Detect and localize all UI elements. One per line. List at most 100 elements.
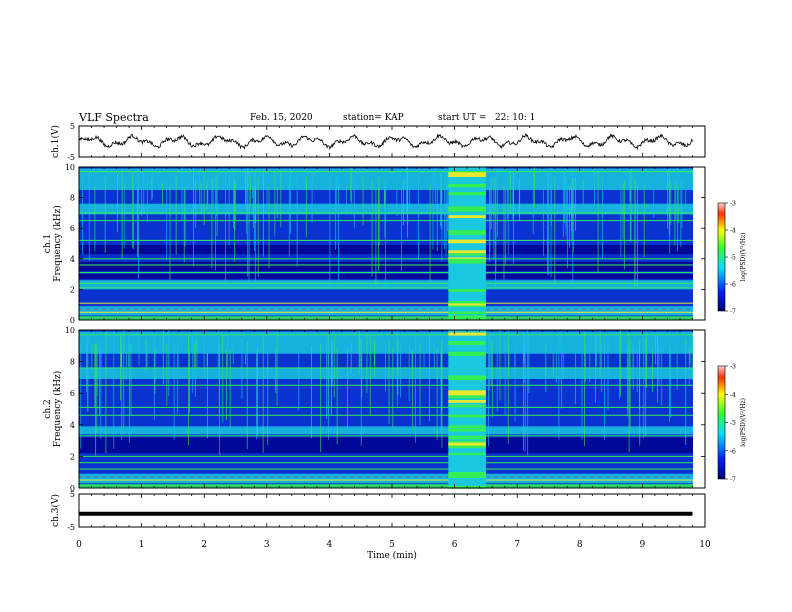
frequency-band bbox=[79, 274, 693, 279]
colorbar bbox=[717, 202, 726, 312]
burst-band bbox=[448, 351, 486, 356]
colorbar-label: log(PSD)(V²/Hz) bbox=[740, 398, 747, 447]
burst-band bbox=[448, 215, 486, 219]
colorbar-tick-label: -4 bbox=[730, 392, 736, 399]
colorbar-tick-label: -6 bbox=[730, 448, 736, 455]
start-time-label: start UT = 22: 10: 1 bbox=[438, 113, 536, 123]
burst-band bbox=[448, 428, 486, 432]
y-tick-label: 4 bbox=[70, 255, 75, 264]
ch1-waveform-frame bbox=[78, 125, 706, 158]
x-tick-label: 5 bbox=[389, 540, 395, 550]
colorbar bbox=[717, 365, 726, 480]
burst-band bbox=[448, 442, 486, 446]
frequency-band bbox=[79, 426, 693, 435]
burst-band bbox=[448, 206, 486, 210]
frequency-band bbox=[79, 331, 693, 354]
burst-band bbox=[448, 192, 486, 196]
y-tick-label: -5 bbox=[67, 153, 75, 162]
burst-band bbox=[448, 341, 486, 346]
burst-band bbox=[448, 315, 486, 320]
frequency-band bbox=[79, 203, 693, 215]
burst-band bbox=[448, 452, 486, 456]
ch3-waveform-frame bbox=[78, 493, 706, 528]
frequency-band bbox=[79, 261, 693, 272]
colorbar-label: log(PSD)(V²/Hz) bbox=[740, 233, 747, 282]
burst-band bbox=[448, 390, 486, 396]
burst-band bbox=[448, 289, 486, 292]
x-tick-label: 7 bbox=[514, 540, 520, 550]
waveform-line bbox=[78, 133, 693, 151]
figure-title: VLF Spectra bbox=[79, 111, 149, 124]
colorbar-tick-label: -6 bbox=[730, 282, 736, 289]
burst-band bbox=[448, 332, 486, 336]
y-tick-label: 8 bbox=[70, 194, 75, 203]
y-tick-label: 8 bbox=[70, 358, 75, 367]
y-axis-label: ch.2 bbox=[43, 399, 53, 418]
burst-band bbox=[448, 471, 486, 477]
x-tick-label: 2 bbox=[201, 540, 207, 550]
x-tick-label: 4 bbox=[327, 540, 333, 550]
x-tick-label: 6 bbox=[452, 540, 458, 550]
burst-band bbox=[448, 375, 486, 380]
frequency-band bbox=[79, 402, 693, 417]
y-axis-label: Frequency (kHz) bbox=[52, 371, 63, 448]
colorbar-tick-label: -7 bbox=[730, 309, 736, 316]
burst-band bbox=[448, 311, 486, 315]
burst-band bbox=[448, 172, 486, 177]
no-data-strip bbox=[693, 167, 705, 320]
y-tick-label: 2 bbox=[70, 285, 75, 294]
colorbar-tick-label: -5 bbox=[730, 420, 736, 427]
no-data-strip bbox=[693, 330, 705, 488]
x-tick-label: 8 bbox=[577, 540, 583, 550]
y-tick-label: 10 bbox=[65, 163, 75, 172]
y-tick-label: 0 bbox=[70, 316, 75, 325]
x-tick-label: 10 bbox=[699, 540, 711, 550]
frequency-band bbox=[79, 168, 693, 190]
colorbar-tick-label: -4 bbox=[730, 228, 736, 235]
y-axis-label: Frequency (kHz) bbox=[52, 205, 63, 282]
frequency-band bbox=[79, 484, 693, 488]
y-axis-label: ch.3(V) bbox=[50, 494, 61, 527]
frequency-band bbox=[79, 290, 693, 305]
broadband-burst bbox=[448, 167, 486, 320]
x-tick-label: 0 bbox=[76, 540, 82, 550]
x-tick-label: 1 bbox=[139, 540, 145, 550]
burst-band bbox=[448, 400, 486, 403]
y-tick-label: 2 bbox=[70, 452, 75, 461]
burst-band bbox=[448, 303, 486, 306]
spectrogram-ch2 bbox=[79, 330, 705, 489]
broadband-burst bbox=[448, 330, 486, 488]
burst-band bbox=[448, 239, 486, 244]
burst-band bbox=[448, 414, 486, 418]
frequency-band bbox=[79, 456, 693, 473]
y-axis-label: ch.1(V) bbox=[50, 125, 61, 158]
frequency-band bbox=[79, 229, 693, 238]
colorbar-tick-label: -3 bbox=[730, 201, 736, 208]
burst-band bbox=[448, 443, 486, 449]
frequency-band bbox=[79, 316, 693, 320]
y-tick-label: 6 bbox=[70, 224, 75, 233]
burst-band bbox=[448, 230, 486, 235]
burst-band bbox=[448, 183, 486, 188]
y-tick-label: -5 bbox=[67, 523, 75, 532]
burst-band bbox=[448, 435, 486, 440]
x-tick-label: 9 bbox=[640, 540, 646, 550]
colorbar-tick-label: -7 bbox=[730, 477, 736, 484]
burst-band bbox=[448, 250, 486, 253]
y-tick-label: 5 bbox=[70, 490, 75, 499]
frequency-band bbox=[79, 367, 693, 379]
frequency-band bbox=[79, 280, 693, 290]
burst-band bbox=[448, 258, 486, 264]
frequency-band bbox=[79, 437, 693, 454]
burst-band bbox=[448, 404, 486, 408]
colorbar-tick-label: -5 bbox=[730, 255, 736, 262]
y-tick-label: 10 bbox=[65, 326, 75, 335]
y-tick-label: 0 bbox=[70, 484, 75, 493]
burst-band bbox=[448, 209, 486, 212]
date-label: Feb. 15, 2020 bbox=[250, 113, 313, 123]
frequency-band bbox=[79, 473, 693, 484]
y-tick-label: 6 bbox=[70, 389, 75, 398]
station-label: station= KAP bbox=[343, 113, 404, 123]
y-tick-label: 5 bbox=[70, 122, 75, 131]
